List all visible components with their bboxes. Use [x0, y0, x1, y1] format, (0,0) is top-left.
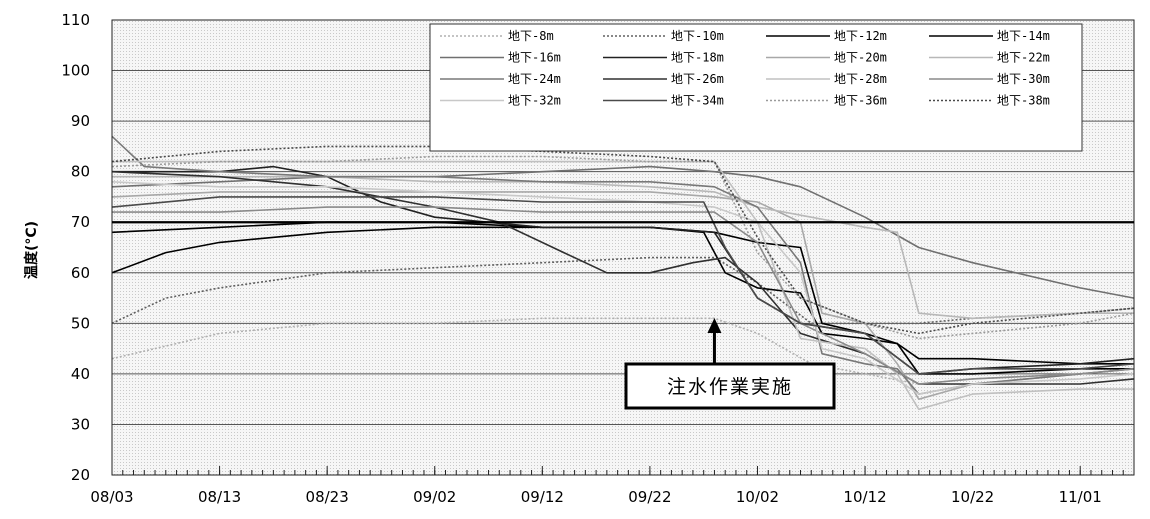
series-line: [111, 155, 1135, 340]
x-tick-label: 09/12: [521, 488, 564, 506]
plot-border: [111, 19, 1135, 476]
axes: 20 30 40 50 60 70 80 90 100 110 08/03 08/13 08/23 09/…: [61, 11, 1135, 506]
legend-label: 地下-18m: [671, 51, 724, 65]
legend: 地下-8m 地下-10m 地下-12m 地下-14m 地下-16m 地下-18m 地下-20…: [429, 23, 1083, 152]
legend-label: 地下-38m: [997, 94, 1050, 108]
legend-label: 地下-26m: [671, 72, 724, 86]
y-tick-label: 60: [71, 264, 90, 282]
annotation-label: 注水作業実施: [667, 376, 793, 398]
y-tick-label: 100: [61, 62, 90, 80]
annotation: 注水作業実施: [624, 318, 836, 410]
legend-box: [429, 23, 1083, 152]
x-tick-label: 10/12: [843, 488, 886, 506]
y-tick-label: 70: [71, 213, 90, 231]
y-tick-label: 20: [71, 466, 90, 484]
legend-label: 地下-12m: [834, 29, 887, 43]
series-line: [111, 317, 1135, 385]
legend-label: 地下-22m: [997, 51, 1050, 65]
y-tick-label: 30: [71, 415, 90, 433]
series-line: [111, 170, 1135, 385]
legend-label: 地下-34m: [671, 94, 724, 108]
annotation-box: [624, 362, 836, 410]
series-line: [111, 191, 1135, 400]
legend-label: 地下-16m: [508, 51, 561, 65]
legend-label: 地下-20m: [834, 51, 887, 65]
series-group: [111, 135, 1135, 411]
legend-label: 地下-10m: [671, 29, 724, 43]
series-line: [111, 145, 1135, 335]
annotation-arrow-head: [707, 318, 722, 333]
legend-label: 地下-24m: [508, 72, 561, 86]
x-tick-label: 09/22: [628, 488, 671, 506]
x-tick-label: 10/02: [736, 488, 779, 506]
y-tick-label: 50: [71, 314, 90, 332]
x-tick-label: 08/23: [306, 488, 349, 506]
legend-label: 地下-28m: [834, 72, 887, 86]
legend-label: 地下-14m: [997, 29, 1050, 43]
x-tick-label: 10/22: [951, 488, 994, 506]
y-tick-label: 90: [71, 112, 90, 130]
x-tick-label: 08/13: [198, 488, 241, 506]
series-line: [111, 196, 1135, 375]
series-line: [112, 206, 1135, 385]
y-tick-label: 110: [61, 11, 90, 29]
y-tick-label: 40: [71, 365, 90, 383]
y-tick-label: 80: [71, 163, 90, 181]
legend-label: 地下-30m: [997, 72, 1050, 86]
legend-label: 地下-36m: [834, 94, 887, 108]
x-tick-label: 11/01: [1059, 488, 1102, 506]
y-axis-label: 温度(°C): [23, 221, 40, 279]
legend-label: 地下-8m: [508, 29, 554, 43]
x-tick-label: 09/02: [413, 488, 456, 506]
x-tick-label: 08/03: [90, 488, 133, 506]
legend-label: 地下-32m: [508, 94, 561, 108]
